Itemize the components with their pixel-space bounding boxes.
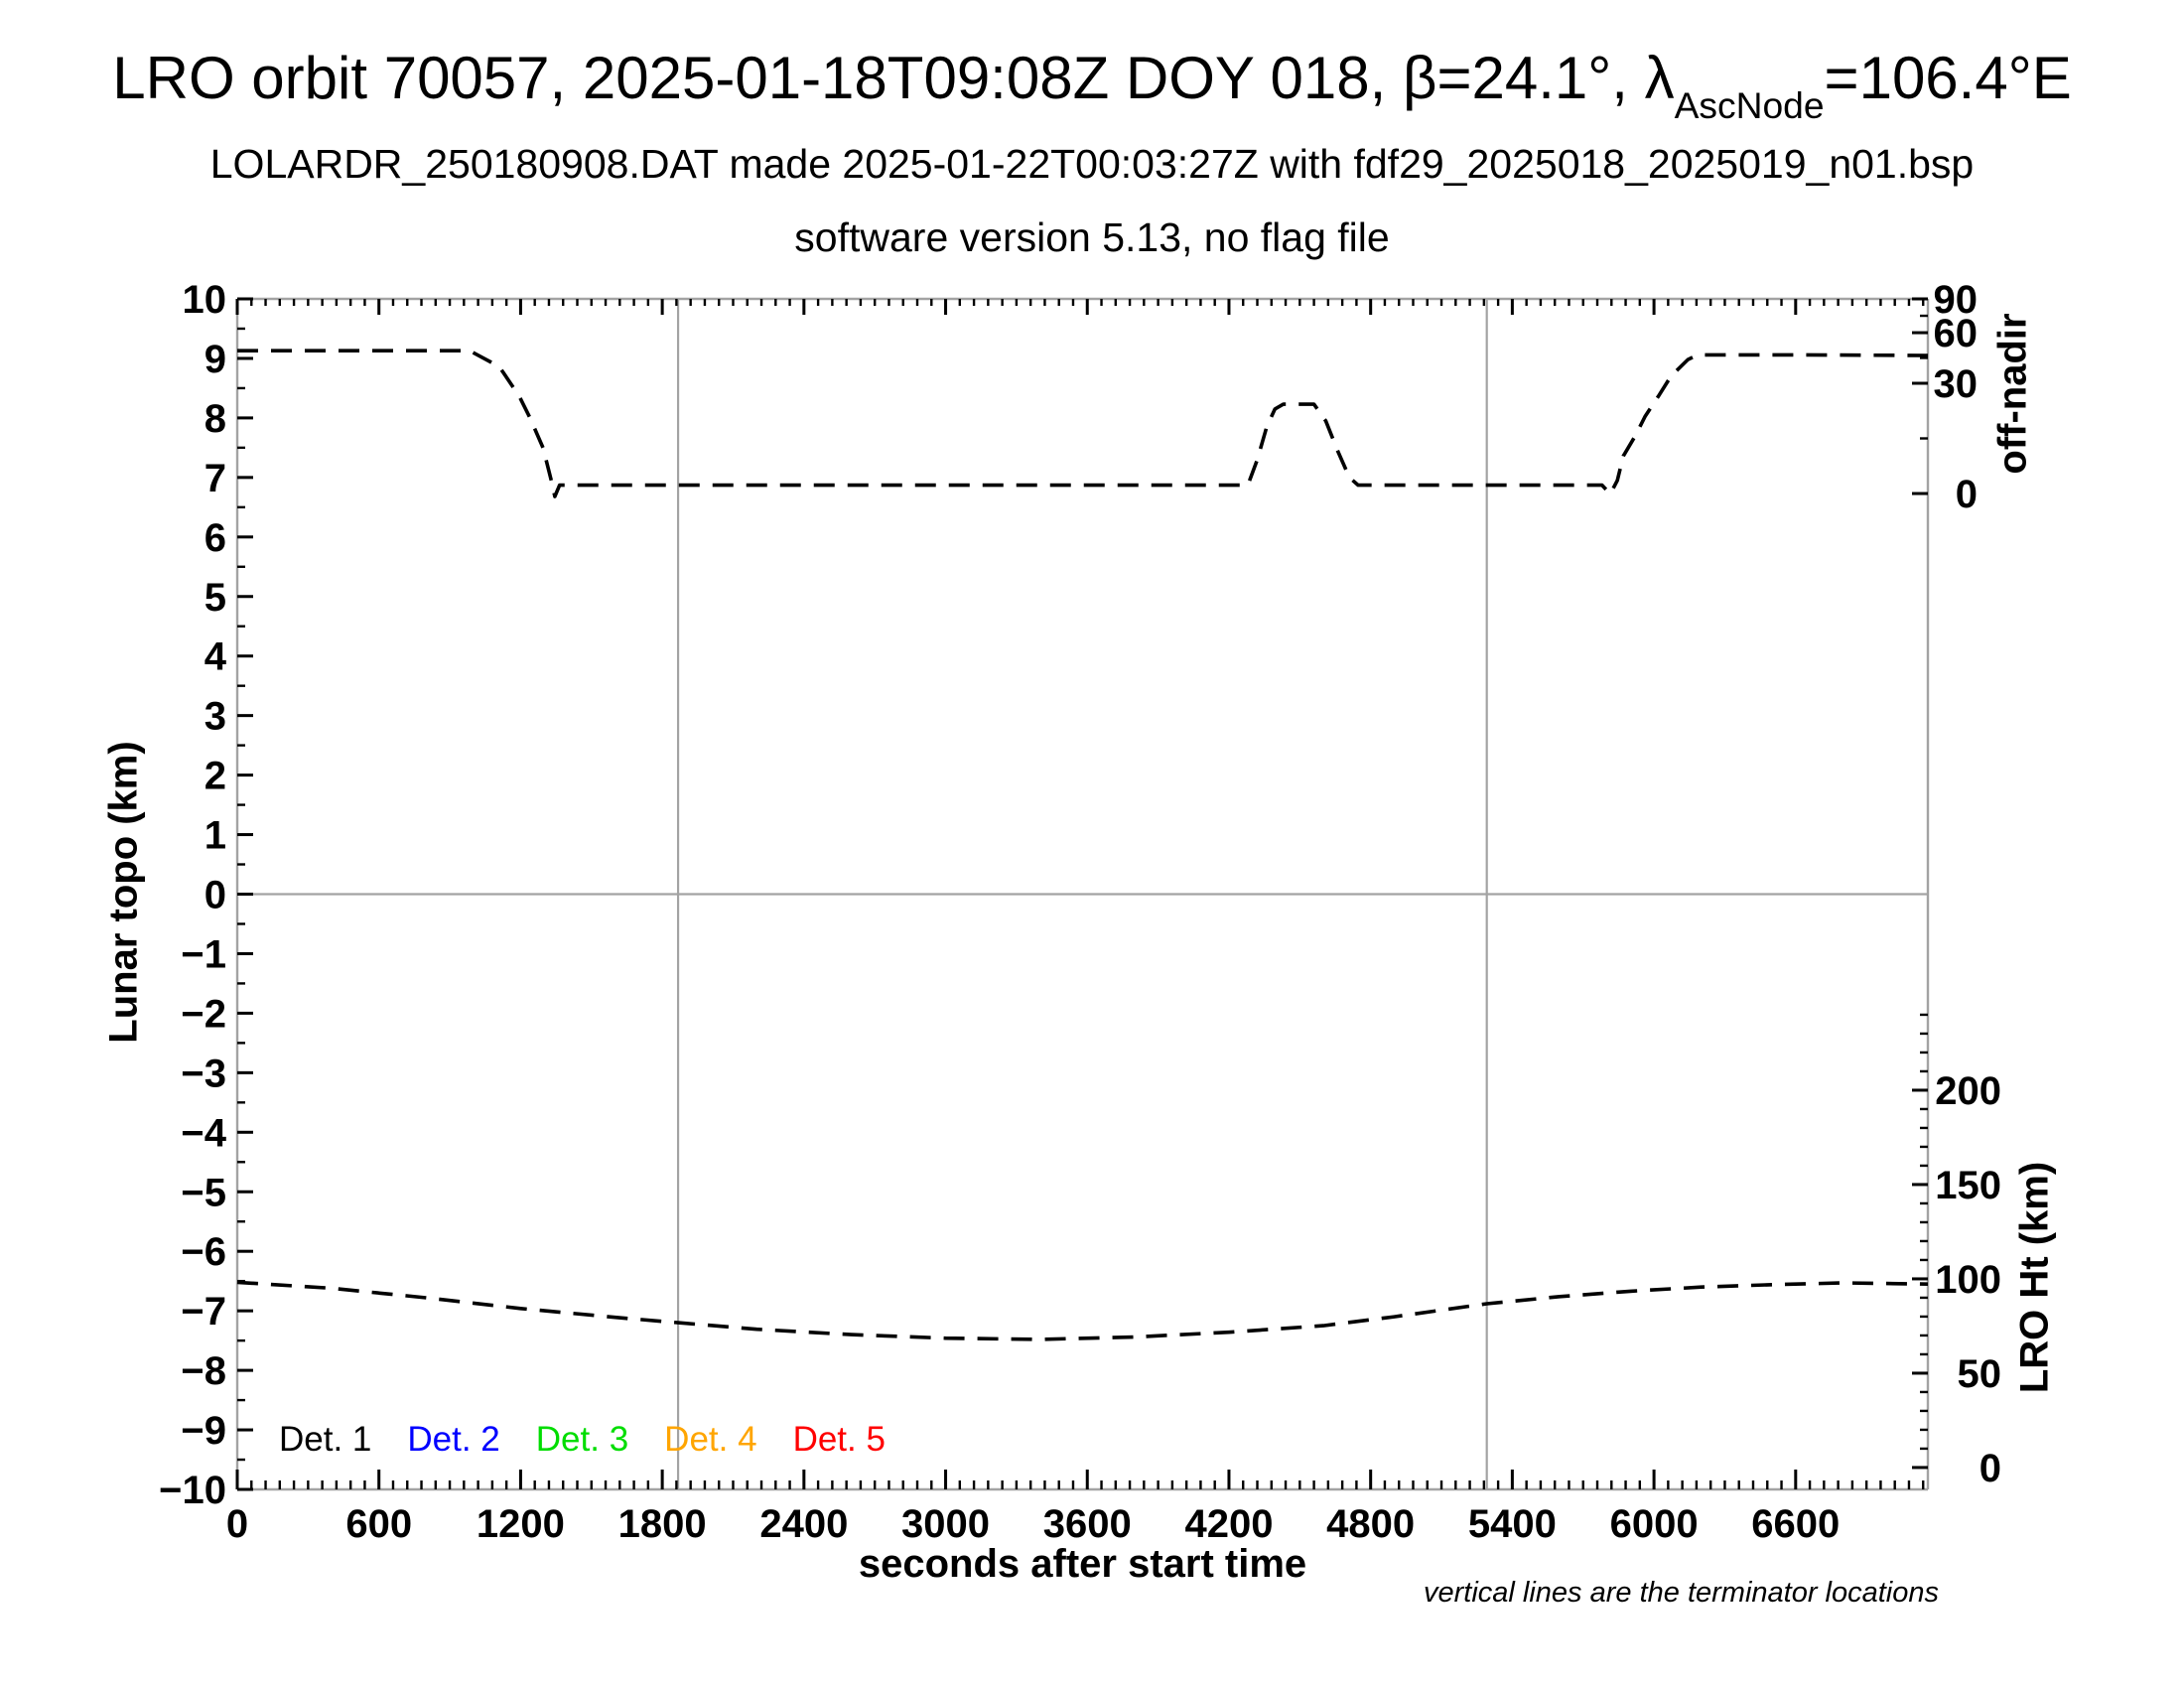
- plot-title: LRO orbit 70057, 2025-01-18T09:08Z DOY 0…: [0, 44, 2184, 126]
- svg-text:0: 0: [205, 874, 226, 917]
- axis-ticks: [235, 297, 1928, 1491]
- svg-text:−5: −5: [181, 1171, 226, 1214]
- svg-text:2400: 2400: [759, 1502, 848, 1546]
- svg-text:10: 10: [183, 278, 227, 322]
- svg-text:−2: −2: [181, 992, 226, 1036]
- svg-text:200: 200: [1935, 1069, 2001, 1113]
- right-bottom-y-axis-title: LRO Ht (km): [2012, 1161, 2057, 1394]
- svg-text:1200: 1200: [477, 1502, 565, 1546]
- left-y-axis-title: Lunar topo (km): [101, 741, 146, 1044]
- svg-text:5: 5: [205, 576, 226, 620]
- svg-text:−1: −1: [181, 932, 226, 976]
- svg-text:3: 3: [205, 695, 226, 739]
- right-top-y-axis-title: off-nadir: [1990, 313, 2035, 475]
- svg-text:0: 0: [1956, 473, 1978, 516]
- x-axis-title: seconds after start time: [858, 1542, 1307, 1586]
- detector-legend: Det. 1 Det. 2 Det. 3 Det. 4 Det. 5: [279, 1420, 886, 1460]
- svg-text:−10: −10: [159, 1469, 226, 1512]
- data-curves: [236, 349, 1929, 1341]
- svg-text:30: 30: [1934, 362, 1979, 406]
- legend-item-det2: Det. 2: [407, 1420, 500, 1459]
- svg-text:150: 150: [1935, 1164, 2001, 1207]
- svg-text:100: 100: [1935, 1258, 2001, 1302]
- svg-text:600: 600: [345, 1502, 412, 1546]
- svg-text:6: 6: [205, 516, 226, 560]
- plot-title-prefix: LRO orbit 70057, 2025-01-18T09:08Z DOY 0…: [112, 45, 1675, 111]
- plot-subtitle-filename: LOLARDR_250180908.DAT made 2025-01-22T00…: [209, 141, 1975, 187]
- svg-text:50: 50: [1958, 1352, 2002, 1396]
- plot-title-subscript: AscNode: [1674, 83, 1825, 126]
- svg-text:4800: 4800: [1326, 1502, 1415, 1546]
- svg-text:6000: 6000: [1610, 1502, 1699, 1546]
- svg-text:0: 0: [226, 1502, 248, 1546]
- svg-text:1: 1: [205, 814, 226, 858]
- svg-text:−8: −8: [181, 1349, 226, 1393]
- svg-text:6600: 6600: [1751, 1502, 1840, 1546]
- svg-text:2: 2: [205, 755, 226, 798]
- svg-text:4: 4: [205, 635, 227, 679]
- legend-item-det3: Det. 3: [535, 1420, 629, 1459]
- axis-tick-labels: 0 600 1200 1800 2400 3000 3600 4200 4800 5400 6000…: [159, 278, 2001, 1546]
- svg-text:4200: 4200: [1184, 1502, 1273, 1546]
- svg-text:0: 0: [1979, 1447, 2001, 1490]
- legend-item-det1: Det. 1: [279, 1420, 372, 1459]
- svg-text:−3: −3: [181, 1052, 226, 1095]
- svg-text:8: 8: [205, 397, 226, 441]
- svg-text:7: 7: [205, 457, 226, 500]
- svg-text:1800: 1800: [618, 1502, 707, 1546]
- svg-text:9: 9: [205, 338, 226, 381]
- svg-text:−6: −6: [181, 1230, 226, 1274]
- gridlines-and-terminators: [237, 299, 1928, 1489]
- plot-software-version-line: software version 5.13, no flag file: [794, 214, 1390, 260]
- legend-item-det4: Det. 4: [664, 1420, 757, 1459]
- svg-text:−7: −7: [181, 1290, 226, 1334]
- svg-text:90: 90: [1934, 278, 1979, 322]
- legend-item-det5: Det. 5: [792, 1420, 886, 1459]
- svg-text:3000: 3000: [901, 1502, 990, 1546]
- svg-text:3600: 3600: [1043, 1502, 1132, 1546]
- svg-text:−4: −4: [181, 1111, 226, 1155]
- svg-text:−9: −9: [181, 1409, 226, 1453]
- plot-title-suffix: =106.4°E: [1824, 45, 2072, 111]
- svg-text:5400: 5400: [1468, 1502, 1557, 1546]
- terminator-footnote: vertical lines are the terminator locati…: [1423, 1577, 1939, 1609]
- svg-text:60: 60: [1934, 312, 1979, 355]
- axis-spines: [235, 297, 1930, 1491]
